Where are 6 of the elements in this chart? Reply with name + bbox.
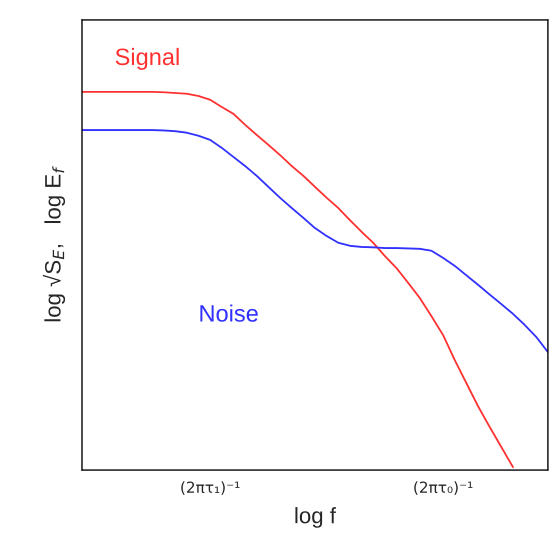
y-axis-title: log √S$_{E}$, log E$_{f}$ [42, 166, 66, 322]
x-tick-label: (2πτ₀)⁻¹ [414, 481, 472, 495]
text: Noise [200, 304, 258, 322]
x-tick-label: (2πτ₁)⁻¹ [181, 481, 240, 495]
x-axis-title: log f [295, 507, 336, 528]
series-label: Signal [116, 48, 179, 70]
